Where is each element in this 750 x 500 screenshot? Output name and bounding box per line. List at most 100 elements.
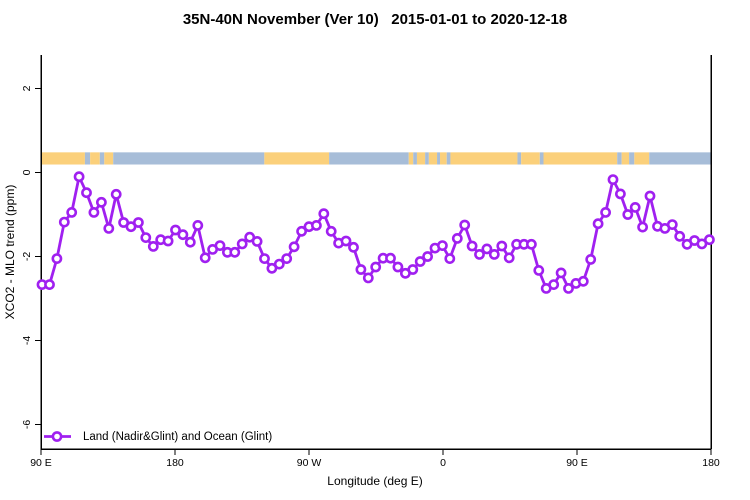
data-point-marker <box>629 201 641 213</box>
data-point-marker <box>392 261 404 273</box>
map-band-segment-land <box>90 152 100 165</box>
map-band-segment-land <box>543 152 618 165</box>
y-axis-title: XCO2 - MLO trend (ppm) <box>3 184 17 320</box>
data-point-marker <box>162 235 174 247</box>
x-axis-title: Longitude (deg E) <box>327 474 423 488</box>
x-tick-label: 180 <box>166 457 184 469</box>
data-point-marker <box>103 222 115 234</box>
data-point-marker <box>451 232 463 244</box>
map-band-segment-land <box>408 152 414 165</box>
x-tick-label: 0 <box>440 457 446 469</box>
x-tick-label: 90 E <box>30 457 52 469</box>
data-point-marker <box>236 238 248 250</box>
map-band-segment-land <box>264 152 330 165</box>
data-point-marker <box>607 174 619 185</box>
data-point-marker <box>488 248 500 260</box>
data-point-marker <box>199 252 211 264</box>
data-point-marker <box>73 171 85 183</box>
data-point-marker <box>362 272 374 284</box>
data-point-marker <box>66 206 78 218</box>
data-point-marker <box>58 216 70 228</box>
data-point-marker <box>288 241 300 253</box>
map-band-segment-land <box>521 152 540 165</box>
map-band-segment-ocean <box>617 152 622 165</box>
data-point-marker <box>474 248 485 260</box>
data-point-marker <box>140 232 152 243</box>
data-point-marker <box>466 240 478 252</box>
data-point-marker <box>704 234 715 246</box>
map-band-segment-land <box>428 152 438 165</box>
map-band-segment-ocean <box>649 152 711 165</box>
map-band-segment-land <box>41 152 85 165</box>
data-point-marker <box>229 246 241 258</box>
map-band-segment-ocean <box>539 152 544 165</box>
data-point-marker <box>459 219 471 231</box>
data-point-marker <box>132 217 144 228</box>
data-point-marker <box>273 258 285 270</box>
map-band-segment-land <box>440 152 447 165</box>
legend-line-marker-icon <box>44 431 71 442</box>
data-point-marker <box>481 243 493 255</box>
map-band-segment-land <box>621 152 630 165</box>
data-point-marker <box>585 253 597 265</box>
legend: Land (Nadir&Glint) and Ocean (Glint) <box>42 430 272 443</box>
data-point-marker <box>503 252 515 264</box>
chart-title: 35N-40N November (Ver 10) 2015-01-01 to … <box>182 11 568 28</box>
data-point-marker <box>644 190 656 202</box>
data-point-marker <box>422 251 433 262</box>
map-band-segment-ocean <box>437 152 441 165</box>
data-point-marker <box>81 187 92 199</box>
data-point-marker <box>192 219 204 231</box>
data-point-marker <box>615 188 626 200</box>
data-point-marker <box>170 224 181 236</box>
data-point-marker <box>370 261 382 273</box>
map-band-segment-ocean <box>329 152 409 165</box>
map-band-segment-ocean <box>629 152 635 165</box>
data-point-marker <box>555 267 567 279</box>
data-point-marker <box>318 208 330 220</box>
data-point-marker <box>577 275 589 287</box>
data-point-marker <box>385 252 396 264</box>
map-band-segment-ocean <box>413 152 417 165</box>
y-tick-label: 2 <box>21 85 33 91</box>
data-point-marker <box>259 253 270 264</box>
legend-label: Land (Nadir&Glint) and Ocean (Glint) <box>83 430 273 443</box>
data-point-marker <box>184 236 196 248</box>
map-band-segment-land <box>104 152 114 165</box>
data-point-marker <box>310 219 322 231</box>
y-tick-label: -2 <box>21 252 33 261</box>
data-point-marker <box>622 209 634 220</box>
x-tick-label: 90 E <box>566 457 588 469</box>
data-point-marker <box>600 206 611 218</box>
data-point-marker <box>548 279 560 290</box>
data-point-marker <box>110 188 122 200</box>
data-point-marker <box>533 264 545 276</box>
data-point-marker <box>414 256 426 267</box>
y-tick-label: 0 <box>21 169 33 175</box>
x-tick-label: 90 W <box>297 457 322 469</box>
data-point-marker <box>526 238 537 250</box>
data-point-marker <box>674 230 686 242</box>
data-point-marker <box>340 235 352 247</box>
data-point-marker <box>348 241 359 253</box>
data-point-marker <box>88 206 100 218</box>
map-band-segment-ocean <box>99 152 105 165</box>
map-band-segment-land <box>634 152 650 165</box>
data-point-marker <box>637 221 648 233</box>
data-point-marker <box>281 253 293 264</box>
data-point-marker <box>214 240 226 251</box>
data-point-marker <box>251 235 263 247</box>
data-point-marker <box>96 196 107 208</box>
data-point-marker <box>147 240 159 252</box>
data-point-marker <box>51 253 63 264</box>
map-band-segment-land <box>416 152 426 165</box>
map-band-segment-ocean <box>425 152 429 165</box>
data-point-marker <box>436 240 448 251</box>
data-point-marker <box>44 279 55 290</box>
map-band-segment-ocean <box>113 152 265 165</box>
x-tick-label: 180 <box>702 457 720 469</box>
data-point-marker <box>666 219 678 230</box>
data-point-marker <box>563 282 574 294</box>
data-point-marker <box>696 238 708 250</box>
data-point-marker <box>407 264 419 275</box>
